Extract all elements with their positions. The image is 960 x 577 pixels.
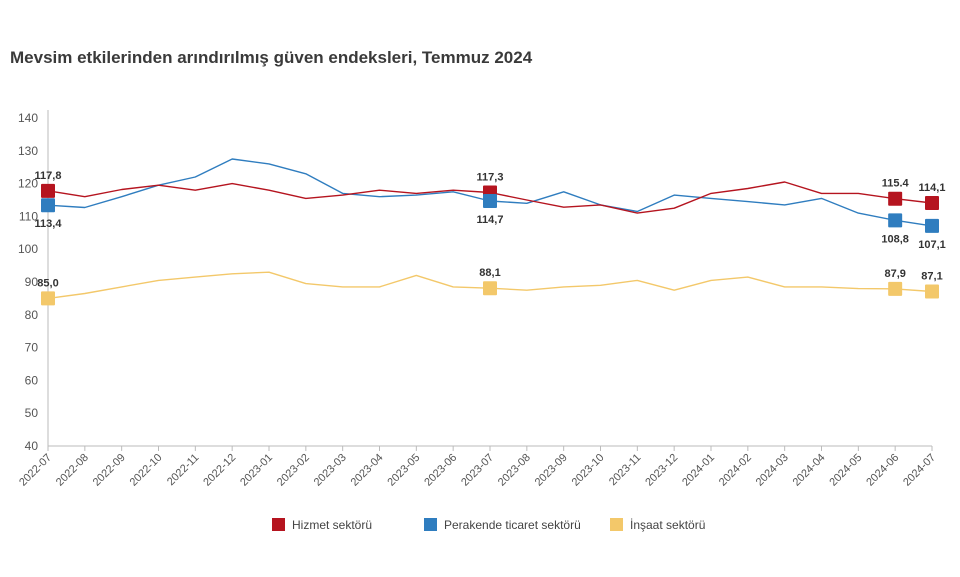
data-marker [888, 213, 903, 228]
y-tick-label: 60 [25, 373, 39, 387]
y-tick-label: 50 [25, 406, 39, 420]
x-tick-label: 2023-11 [607, 452, 643, 488]
data-label: 115.4 [882, 178, 910, 190]
data-marker [41, 198, 55, 213]
x-axis: 2022-07 2022-08 2022-09 2022-10 2022-11 2022-… [17, 445, 938, 489]
x-tick-label: 2024-03 [754, 452, 791, 489]
x-tick-label: 2023-12 [643, 452, 680, 489]
chart-title: Mevsim etkilerinden arındırılmış güven e… [10, 48, 533, 67]
data-marker [483, 193, 497, 208]
data-marker [41, 291, 55, 306]
x-tick-label: 2024-06 [864, 452, 901, 489]
x-tick-label: 2024-04 [791, 452, 828, 489]
x-tick-label: 2023-03 [312, 452, 349, 489]
data-markers [41, 183, 939, 306]
data-marker [41, 183, 55, 198]
x-tick-label: 2024-01 [680, 452, 717, 489]
legend-label-0: Hizmet sektörü [292, 518, 372, 532]
legend: Hizmet sektörü Perakende ticaret sektörü İ… [272, 518, 705, 532]
y-tick-label: 90 [25, 275, 39, 289]
y-tick-label: 120 [18, 177, 38, 191]
y-tick-label: 70 [25, 341, 39, 355]
x-tick-label: 2024-07 [901, 452, 938, 489]
x-tick-label: 2022-09 [91, 452, 128, 489]
data-label: 88,1 [479, 267, 500, 279]
x-tick-label: 2022-07 [17, 452, 54, 489]
x-tick-label: 2023-09 [533, 452, 570, 489]
data-marker [925, 218, 939, 233]
data-label: 87,9 [884, 268, 905, 280]
y-tick-label: 40 [25, 439, 39, 453]
data-label: 85,0 [37, 277, 58, 289]
x-tick-label: 2023-07 [459, 452, 496, 489]
x-tick-label: 2024-05 [827, 452, 864, 489]
y-tick-label: 100 [18, 242, 38, 256]
data-labels: 117,8 113,4 85,0 117,3 114,7 88,1 115.4 108,8 87… [35, 170, 946, 290]
data-label: 108,8 [881, 233, 909, 245]
x-tick-label: 2022-10 [128, 452, 165, 489]
data-label: 107,1 [918, 239, 946, 251]
x-tick-label: 2023-10 [570, 452, 607, 489]
y-tick-label: 110 [19, 209, 38, 223]
legend-swatch-1 [424, 518, 437, 531]
data-label: 117,3 [477, 171, 504, 183]
legend-label-1: Perakende ticaret sektörü [444, 518, 581, 532]
legend-swatch-0 [272, 518, 285, 531]
x-tick-label: 2022-11 [165, 452, 201, 488]
data-label: 113,4 [35, 218, 63, 230]
x-tick-label: 2022-08 [54, 452, 91, 489]
y-tick-label: 80 [25, 308, 39, 322]
data-marker [925, 195, 939, 210]
legend-swatch-2 [610, 518, 623, 531]
data-label: 114,7 [477, 214, 504, 226]
x-tick-label: 2023-04 [349, 452, 386, 489]
y-tick-label: 140 [18, 111, 38, 125]
x-tick-label: 2023-05 [385, 452, 422, 489]
x-tick-label: 2023-02 [275, 452, 312, 489]
data-label: 87,1 [921, 271, 942, 283]
data-marker [888, 191, 903, 206]
y-tick-label: 130 [18, 144, 38, 158]
data-label: 117,8 [35, 170, 62, 182]
x-tick-label: 2022-12 [201, 452, 238, 489]
data-label: 114,1 [919, 182, 946, 194]
legend-label-2: İnşaat sektörü [630, 518, 705, 532]
data-marker [888, 281, 903, 296]
x-tick-label: 2023-06 [422, 452, 459, 489]
data-marker [925, 284, 939, 299]
x-tick-label: 2023-01 [238, 452, 275, 489]
data-marker [483, 281, 497, 296]
x-tick-label: 2023-08 [496, 452, 533, 489]
y-axis: 40 50 60 70 80 90 100 110 120 130 140 [18, 110, 49, 453]
x-tick-label: 2024-02 [717, 452, 754, 489]
